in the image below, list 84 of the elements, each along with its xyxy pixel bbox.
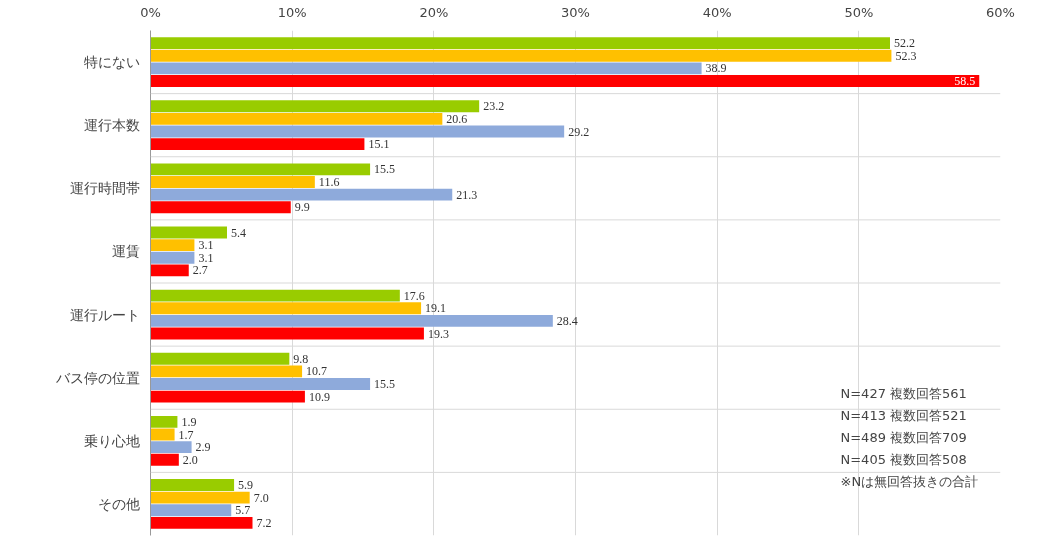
data-label: 9.8 xyxy=(293,351,309,366)
data-label: 23.2 xyxy=(483,99,505,114)
annotation: N=427 複数回答561 xyxy=(840,385,967,401)
data-label: 20.6 xyxy=(446,111,468,126)
data-label: 5.9 xyxy=(238,478,254,492)
data-label: 52.3 xyxy=(895,48,917,63)
bar xyxy=(150,49,892,62)
bar xyxy=(150,327,424,340)
data-label: 38.9 xyxy=(705,61,727,76)
data-label: 21.3 xyxy=(456,187,478,202)
x-tick-label: 20% xyxy=(419,4,449,20)
y-tick-label: 運行時間帯 xyxy=(69,180,140,197)
data-label: 5.4 xyxy=(231,225,246,240)
data-label: 7.0 xyxy=(253,490,269,505)
bar xyxy=(150,491,250,504)
bar xyxy=(150,226,227,239)
x-tick-label: 40% xyxy=(702,4,732,20)
x-tick-label: 50% xyxy=(844,4,874,20)
x-tick-label: 30% xyxy=(561,4,590,20)
data-label: 7.2 xyxy=(256,515,272,530)
bar xyxy=(150,428,175,441)
bar xyxy=(150,390,305,403)
data-label: 5.7 xyxy=(235,503,251,518)
data-label: 15.5 xyxy=(374,377,396,391)
data-label: 15.1 xyxy=(368,137,390,152)
annotation: N=489 複数回答709 xyxy=(840,429,967,445)
bar xyxy=(150,112,443,125)
x-tick-label: 60% xyxy=(986,4,1015,20)
bar xyxy=(150,201,291,214)
bar xyxy=(150,516,253,529)
data-label: 19.1 xyxy=(425,301,447,316)
bar xyxy=(150,62,702,75)
bar xyxy=(150,100,480,113)
bar xyxy=(150,289,400,302)
data-label: 58.5 xyxy=(954,74,976,88)
y-tick-label: 運賃 xyxy=(111,243,140,260)
data-label: 3.1 xyxy=(198,238,214,253)
data-label: 3.1 xyxy=(198,250,214,265)
bar xyxy=(150,314,553,327)
data-label: 10.9 xyxy=(308,389,330,404)
y-tick-label: 運行本数 xyxy=(83,117,140,134)
data-label: 17.6 xyxy=(403,288,425,303)
bar xyxy=(150,441,192,454)
data-label: 1.7 xyxy=(178,427,194,442)
bar xyxy=(150,138,365,151)
data-label: 2.7 xyxy=(192,263,208,278)
bar xyxy=(150,188,453,201)
data-label: 10.7 xyxy=(306,364,328,379)
x-tick-label: 0% xyxy=(140,4,161,20)
data-label: 2.9 xyxy=(195,440,211,455)
bar xyxy=(150,239,195,252)
data-label: 28.4 xyxy=(556,313,578,328)
y-tick-label: 乗り心地 xyxy=(83,432,140,449)
bar xyxy=(150,365,303,378)
bar xyxy=(150,125,565,138)
data-label: 2.0 xyxy=(182,452,198,467)
bar xyxy=(150,251,195,264)
data-label: 11.6 xyxy=(318,175,340,189)
data-label: 9.9 xyxy=(294,200,310,215)
bar xyxy=(150,75,980,87)
bar xyxy=(150,176,315,188)
bar xyxy=(150,453,179,466)
bar xyxy=(150,302,422,315)
bar xyxy=(150,352,290,365)
x-tick-label: 10% xyxy=(277,4,307,20)
annotation: N=413 複数回答521 xyxy=(840,407,967,423)
data-label: 29.2 xyxy=(568,124,590,139)
y-tick-label: その他 xyxy=(97,495,140,512)
bar xyxy=(150,378,371,390)
bar xyxy=(150,504,232,517)
y-tick-label: 運行ルート xyxy=(69,306,140,323)
data-label: 19.3 xyxy=(427,326,449,341)
y-tick-label: 特にない xyxy=(83,54,140,71)
bar xyxy=(150,163,371,176)
data-label: 1.9 xyxy=(181,414,197,429)
annotation: ※Nは無回答抜きの合計 xyxy=(840,473,979,489)
bar xyxy=(150,264,189,277)
bar xyxy=(150,415,178,428)
bar xyxy=(150,37,890,50)
data-label: 52.2 xyxy=(894,36,915,51)
bar xyxy=(150,479,235,491)
data-label: 15.5 xyxy=(374,162,396,177)
annotation: N=405 複数回答508 xyxy=(840,451,967,467)
y-tick-label: バス停の位置 xyxy=(54,369,140,386)
